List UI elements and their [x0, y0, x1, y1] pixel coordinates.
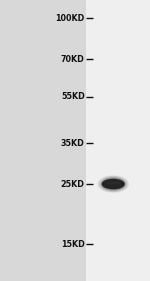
Ellipse shape	[99, 176, 127, 192]
Text: 55KD: 55KD	[61, 92, 85, 101]
Ellipse shape	[101, 177, 125, 191]
Ellipse shape	[106, 182, 120, 185]
Ellipse shape	[98, 175, 129, 193]
Text: 15KD: 15KD	[61, 240, 85, 249]
Text: 35KD: 35KD	[61, 139, 85, 148]
Text: 100KD: 100KD	[56, 14, 85, 23]
Text: 25KD: 25KD	[61, 180, 85, 189]
Bar	[86, 0, 150, 281]
Ellipse shape	[102, 179, 125, 189]
Text: 70KD: 70KD	[61, 55, 85, 64]
